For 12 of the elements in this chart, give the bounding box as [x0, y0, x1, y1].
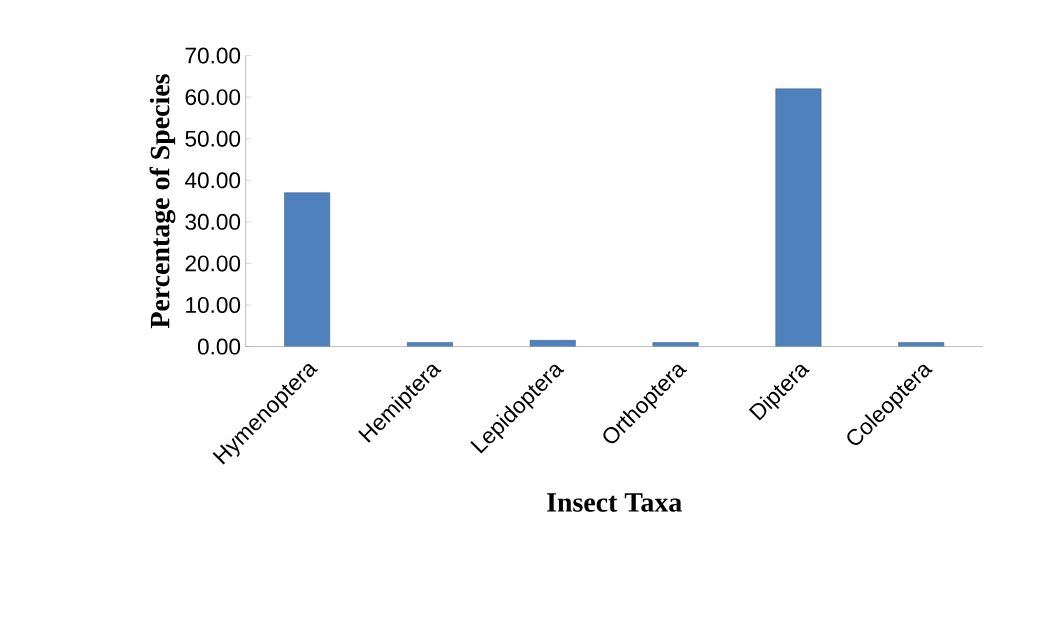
y-tick-label: 30.00: [185, 213, 241, 230]
y-tick-label: 60.00: [185, 89, 241, 106]
y-tick-label: 0.00: [197, 338, 241, 355]
x-axis-title: Insect Taxa: [547, 493, 682, 512]
y-tick-label: 10.00: [186, 297, 241, 314]
y-tick-label: 70.00: [185, 47, 241, 64]
bar: [284, 192, 331, 347]
y-tick-label: 50.00: [185, 130, 241, 147]
bar: [775, 88, 822, 347]
y-tick-label: 40.00: [185, 172, 241, 189]
y-tick-label: 20.00: [185, 255, 241, 272]
y-axis-title: Percentage of Species: [149, 74, 176, 329]
